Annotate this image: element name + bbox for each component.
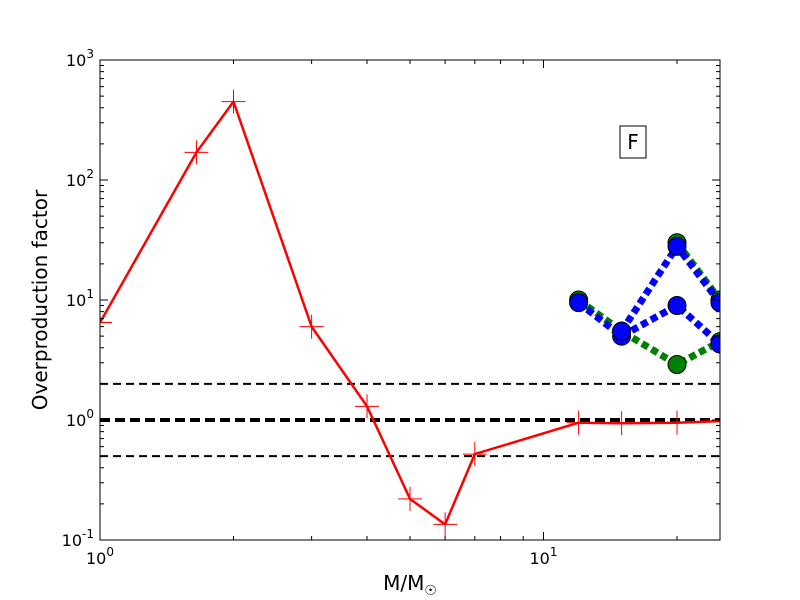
x-axis-label-main: M/M [383, 571, 424, 595]
data-point [221, 89, 246, 114]
annotation-label: F [627, 130, 639, 154]
data-series [100, 89, 720, 537]
data-point [462, 442, 487, 467]
plot-area [100, 60, 720, 540]
reference-lines [100, 382, 720, 458]
series-4 [612, 236, 720, 341]
tick-label: 101 [530, 545, 558, 568]
data-point [100, 310, 112, 335]
data-point [667, 295, 687, 315]
data-point [566, 410, 591, 435]
data-point [569, 293, 589, 313]
tick-label: 102 [66, 167, 94, 190]
series-0 [100, 89, 720, 537]
annotation-box: F [619, 125, 647, 159]
tick-label: 100 [86, 545, 114, 568]
data-point [609, 411, 634, 436]
data-point [710, 293, 720, 313]
tick-label: 100 [66, 407, 94, 430]
data-point [184, 140, 209, 165]
data-point [708, 409, 720, 434]
data-point [667, 236, 687, 256]
tick-label: 103 [66, 47, 94, 70]
data-point [299, 314, 324, 339]
data-point [433, 512, 458, 537]
x-axis-label: M/M☉ [383, 571, 437, 599]
data-point [355, 394, 380, 419]
tick-label: 101 [66, 287, 94, 310]
x-axis-label-subscript: ☉ [424, 583, 437, 599]
data-point [710, 334, 720, 354]
data-point [612, 321, 632, 341]
series-line [576, 299, 720, 347]
data-point [667, 355, 687, 375]
tick-label: 10-1 [62, 527, 94, 550]
data-point [398, 486, 422, 511]
y-axis-label: Overproduction factor [28, 189, 52, 410]
data-point [665, 410, 690, 435]
